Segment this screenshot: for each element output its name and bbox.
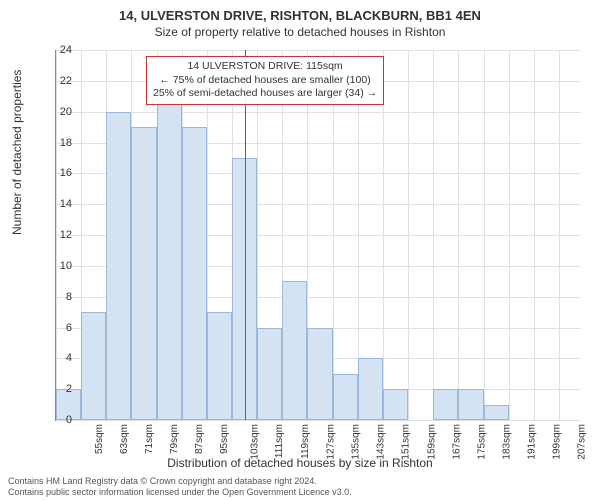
histogram-bar bbox=[383, 389, 408, 420]
histogram-bar bbox=[207, 312, 232, 420]
histogram-bar bbox=[307, 328, 332, 421]
annotation-line1: 14 ULVERSTON DRIVE: 115sqm bbox=[153, 60, 377, 74]
chart-subtitle: Size of property relative to detached ho… bbox=[0, 25, 600, 39]
grid-v bbox=[509, 50, 510, 420]
x-tick: 71sqm bbox=[144, 424, 155, 454]
histogram-bar bbox=[157, 81, 182, 420]
x-tick: 55sqm bbox=[94, 424, 105, 454]
histogram-bar bbox=[81, 312, 106, 420]
histogram-bar bbox=[282, 281, 307, 420]
y-tick: 4 bbox=[52, 352, 72, 364]
x-tick: 199sqm bbox=[552, 424, 563, 460]
footer: Contains HM Land Registry data © Crown c… bbox=[8, 476, 352, 498]
grid-v bbox=[383, 50, 384, 420]
y-tick: 18 bbox=[52, 137, 72, 149]
y-tick: 6 bbox=[52, 322, 72, 334]
y-tick: 14 bbox=[52, 198, 72, 210]
y-axis-label: Number of detached properties bbox=[10, 70, 24, 235]
annotation-line2: ← 75% of detached houses are smaller (10… bbox=[153, 74, 377, 88]
x-tick: 103sqm bbox=[250, 424, 261, 460]
y-tick: 8 bbox=[52, 291, 72, 303]
y-tick: 20 bbox=[52, 106, 72, 118]
grid-h bbox=[56, 420, 581, 421]
grid-v bbox=[484, 50, 485, 420]
histogram-bar bbox=[106, 112, 131, 420]
grid-v bbox=[458, 50, 459, 420]
grid-v bbox=[333, 50, 334, 420]
x-tick: 207sqm bbox=[577, 424, 588, 460]
histogram-bar bbox=[182, 127, 207, 420]
x-tick: 191sqm bbox=[527, 424, 538, 460]
y-tick: 22 bbox=[52, 75, 72, 87]
x-tick: 135sqm bbox=[351, 424, 362, 460]
x-tick: 87sqm bbox=[194, 424, 205, 454]
x-tick: 159sqm bbox=[426, 424, 437, 460]
y-tick: 10 bbox=[52, 260, 72, 272]
grid-v bbox=[534, 50, 535, 420]
x-tick: 111sqm bbox=[274, 424, 285, 458]
histogram-bar bbox=[333, 374, 358, 420]
y-tick: 16 bbox=[52, 167, 72, 179]
footer-line2: Contains public sector information licen… bbox=[8, 487, 352, 498]
grid-v bbox=[559, 50, 560, 420]
histogram-bar bbox=[358, 358, 383, 420]
footer-line1: Contains HM Land Registry data © Crown c… bbox=[8, 476, 352, 487]
plot-area: 14 ULVERSTON DRIVE: 115sqm ← 75% of deta… bbox=[55, 50, 581, 421]
y-tick: 0 bbox=[52, 414, 72, 426]
histogram-bar bbox=[433, 389, 458, 420]
x-tick: 183sqm bbox=[502, 424, 513, 460]
x-tick: 63sqm bbox=[119, 424, 130, 454]
reference-line bbox=[245, 50, 246, 420]
x-tick: 143sqm bbox=[376, 424, 387, 460]
x-tick: 95sqm bbox=[219, 424, 230, 454]
histogram-bar bbox=[458, 389, 483, 420]
x-tick: 151sqm bbox=[401, 424, 412, 460]
y-tick: 24 bbox=[52, 44, 72, 56]
y-tick: 2 bbox=[52, 383, 72, 395]
grid-v bbox=[408, 50, 409, 420]
x-tick: 167sqm bbox=[451, 424, 462, 460]
chart-container: 14, ULVERSTON DRIVE, RISHTON, BLACKBURN,… bbox=[0, 0, 600, 500]
histogram-bar bbox=[131, 127, 156, 420]
x-tick: 79sqm bbox=[169, 424, 180, 454]
grid-h bbox=[56, 112, 581, 113]
x-tick: 119sqm bbox=[300, 424, 311, 459]
x-tick: 127sqm bbox=[326, 424, 337, 460]
chart-title: 14, ULVERSTON DRIVE, RISHTON, BLACKBURN,… bbox=[0, 0, 600, 23]
histogram-bar bbox=[484, 405, 509, 420]
annotation-line3: 25% of semi-detached houses are larger (… bbox=[153, 87, 377, 101]
annotation-box: 14 ULVERSTON DRIVE: 115sqm ← 75% of deta… bbox=[146, 56, 384, 105]
grid-h bbox=[56, 50, 581, 51]
histogram-bar bbox=[257, 328, 282, 421]
y-tick: 12 bbox=[52, 229, 72, 241]
grid-v bbox=[433, 50, 434, 420]
x-tick: 175sqm bbox=[476, 424, 487, 460]
